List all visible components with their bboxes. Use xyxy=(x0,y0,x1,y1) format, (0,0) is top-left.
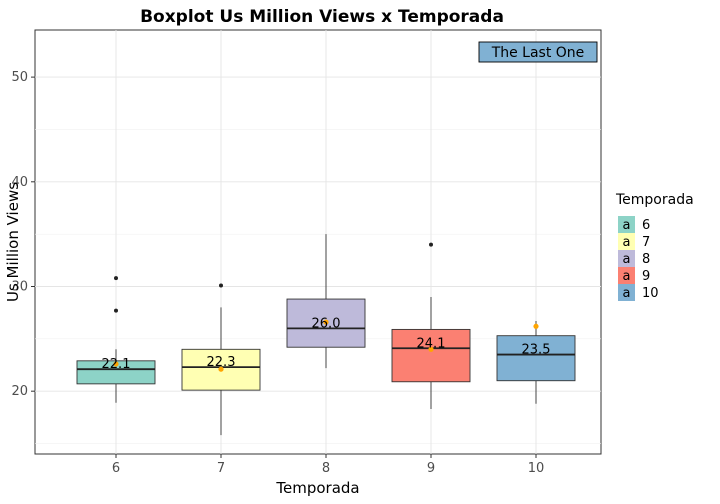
annotation-text: The Last One xyxy=(491,45,585,61)
box-series: 22.1 22.3 26.0 24.1 23.5 xyxy=(76,234,576,436)
legend-key xyxy=(618,250,635,267)
median-label: 24.1 xyxy=(417,336,446,351)
last-one-annotation: The Last One xyxy=(478,41,598,63)
median-label: 22.1 xyxy=(102,357,131,372)
y-tick-label: 20 xyxy=(11,384,28,399)
x-axis-title: Temporada xyxy=(275,479,359,497)
legend-key-glyph: a xyxy=(623,218,631,233)
outlier-point xyxy=(114,276,118,281)
legend-label: 9 xyxy=(642,269,650,284)
legend-key-glyph: a xyxy=(623,286,631,301)
outlier-point xyxy=(429,242,433,247)
mean-point xyxy=(323,319,329,325)
x-tick-label: 6 xyxy=(112,461,120,476)
legend-key-glyph: a xyxy=(623,235,631,250)
median-label: 26.0 xyxy=(312,316,341,331)
legend-label: 8 xyxy=(642,252,650,267)
plot-panel xyxy=(34,29,602,455)
legend-item-10: a 10 xyxy=(618,284,659,301)
mean-point xyxy=(533,323,539,329)
box-body xyxy=(76,360,156,385)
box-group-7: 22.3 xyxy=(181,283,261,436)
x-tick-label: 7 xyxy=(217,461,225,476)
chart-title: Boxplot Us Million Views x Temporada xyxy=(140,7,504,27)
legend-key xyxy=(618,267,635,284)
legend-key-glyph: a xyxy=(623,252,631,267)
y-axis: 20 30 40 50 xyxy=(11,70,35,399)
outlier-point xyxy=(114,308,118,313)
legend-key-glyph: a xyxy=(623,269,631,284)
annotation-box xyxy=(478,41,598,63)
y-axis-title: Us Million Views xyxy=(4,182,22,302)
box-body xyxy=(496,335,576,382)
box-group-9: 24.1 xyxy=(391,242,471,409)
median-label: 22.3 xyxy=(207,355,236,370)
legend-label: 6 xyxy=(642,218,650,233)
box-group-10: 23.5 xyxy=(496,321,576,404)
y-tick-label: 30 xyxy=(11,279,28,294)
legend-key xyxy=(618,284,635,301)
mean-point xyxy=(428,346,434,352)
x-tick-label: 8 xyxy=(322,461,330,476)
legend-label: 10 xyxy=(642,286,659,301)
legend-key xyxy=(618,216,635,233)
box-group-8: 26.0 xyxy=(286,234,366,369)
x-axis: 6 7 8 9 10 xyxy=(112,454,544,476)
legend-label: 7 xyxy=(642,235,650,250)
mean-point xyxy=(113,361,119,367)
legend-title: Temporada xyxy=(615,192,694,208)
box-group-6: 22.1 xyxy=(76,276,156,403)
x-tick-label: 9 xyxy=(427,461,435,476)
x-tick-label: 10 xyxy=(528,461,545,476)
box-body xyxy=(391,328,471,383)
mean-point xyxy=(218,366,224,372)
y-tick-label: 40 xyxy=(11,175,28,190)
median-label: 23.5 xyxy=(522,343,551,358)
legend-key xyxy=(618,233,635,250)
y-tick-label: 50 xyxy=(11,70,28,85)
outlier-point xyxy=(219,283,223,288)
